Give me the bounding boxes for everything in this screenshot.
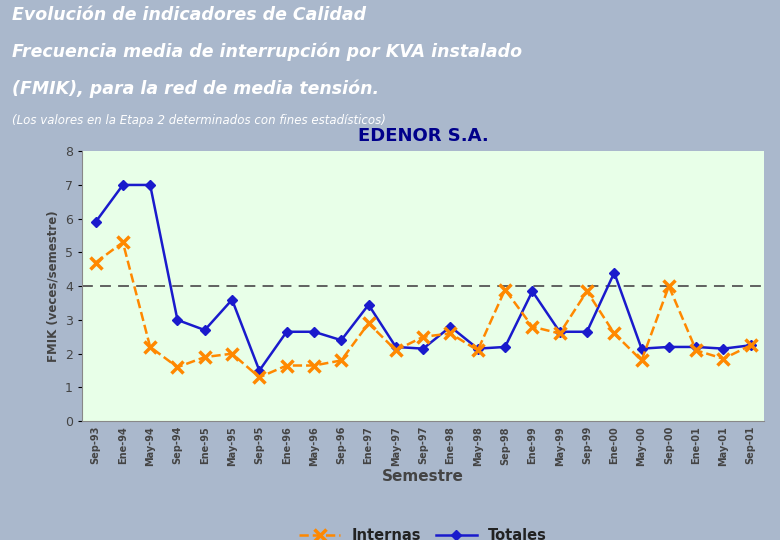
Text: Frecuencia media de interrupción por KVA instalado: Frecuencia media de interrupción por KVA… [12,43,522,61]
Y-axis label: FMIK (veces/semestre): FMIK (veces/semestre) [46,211,59,362]
Title: EDENOR S.A.: EDENOR S.A. [358,127,488,145]
Text: (FMIK), para la red de media tensión.: (FMIK), para la red de media tensión. [12,79,379,98]
X-axis label: Semestre: Semestre [382,469,464,484]
Text: (Los valores en la Etapa 2 determinados con fines estadísticos): (Los valores en la Etapa 2 determinados … [12,114,385,127]
Text: Evolución de indicadores de Calidad: Evolución de indicadores de Calidad [12,6,366,24]
Legend: Internas, Totales: Internas, Totales [293,522,553,540]
